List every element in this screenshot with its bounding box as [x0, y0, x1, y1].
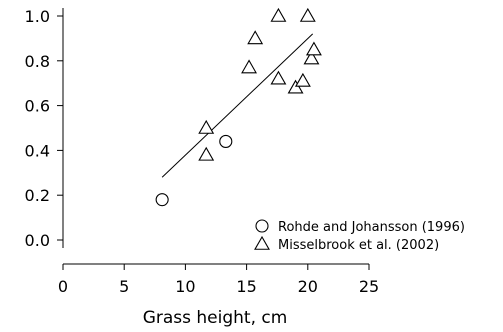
y-tick-label: 1.0 [25, 7, 50, 26]
triangle-point [198, 146, 215, 161]
x-tick-label: 25 [359, 277, 379, 296]
y-tick-label: 0.6 [25, 97, 50, 116]
y-tick-label: 0.4 [25, 141, 50, 160]
triangle-point [305, 41, 322, 56]
triangle-point [198, 119, 215, 134]
trendline-group [161, 33, 314, 178]
x-tick-label: 0 [58, 277, 68, 296]
legend-label: Misselbrook et al. (2002) [278, 238, 439, 253]
triangle-point [241, 59, 257, 74]
circle-point [155, 193, 169, 207]
x-tick-label: 20 [298, 277, 318, 296]
y-tick-label: 0.8 [25, 52, 50, 71]
triangle-point [270, 70, 287, 85]
data-points [155, 7, 322, 207]
triangle-point [247, 30, 264, 45]
triangle-point [294, 72, 311, 87]
x-tick-label: 5 [119, 277, 129, 296]
y-tick-label: 0.2 [25, 186, 50, 205]
trendline [161, 33, 314, 178]
x-axis: 0 5 10 15 20 25 [58, 263, 379, 296]
triangle-point [287, 79, 304, 94]
legend-marker-triangle [254, 235, 270, 250]
triangle-point [299, 7, 316, 22]
legend-marker-circle [255, 219, 269, 233]
triangle-point [303, 50, 320, 65]
legend: Rohde and Johansson (1996) Misselbrook et… [254, 219, 465, 253]
triangle-point [270, 7, 287, 22]
y-tick-label: 0.0 [25, 231, 50, 250]
y-axis: 0.0 0.2 0.4 0.6 0.8 1.0 [25, 7, 64, 250]
x-tick-label: 15 [236, 277, 256, 296]
x-tick-label: 10 [175, 277, 195, 296]
legend-label: Rohde and Johansson (1996) [278, 220, 465, 235]
circle-point [219, 134, 233, 148]
x-axis-label: Grass height, cm [143, 308, 288, 328]
